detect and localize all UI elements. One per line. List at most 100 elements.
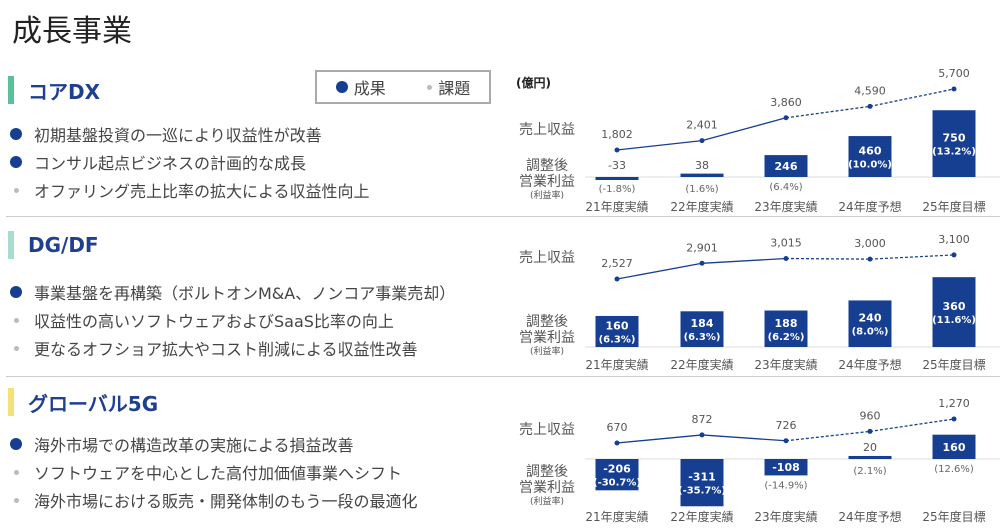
revenue-point xyxy=(614,440,620,446)
op-label-line2: 営業利益 xyxy=(519,480,575,496)
op-label-line1: 調整後 xyxy=(526,464,568,480)
revenue-point xyxy=(867,256,873,262)
op-income-label: -33 xyxy=(608,159,626,172)
revenue-label: 3,860 xyxy=(770,96,802,109)
revenue-row-label: 売上収益 xyxy=(519,122,575,138)
op-label-line1: 調整後 xyxy=(526,158,568,174)
op-income-label: 240 xyxy=(859,312,882,325)
category-label: 22年度実績 xyxy=(670,509,733,524)
bullet-item: 海外市場における販売・開発体制のもう一段の最適化 xyxy=(10,488,418,512)
margin-label: (1.6%) xyxy=(685,184,718,195)
accent-bar xyxy=(8,388,14,416)
margin-label: (6.4%) xyxy=(769,182,802,193)
op-income-label: -108 xyxy=(772,461,800,474)
op-income-bar xyxy=(932,277,976,347)
revenue-point xyxy=(699,432,705,438)
revenue-row-label: 売上収益 xyxy=(519,422,575,438)
legend-result-label: 成果 xyxy=(353,79,386,98)
revenue-point xyxy=(951,416,957,422)
bullet-item: 収益性の高いソフトウェアおよびSaaS比率の向上 xyxy=(10,308,394,332)
op-label-line3: (利益率) xyxy=(529,191,565,201)
op-income-bar xyxy=(848,300,892,347)
bullet-text: 海外市場における販売・開発体制のもう一段の最適化 xyxy=(34,492,418,511)
bullet-large-icon xyxy=(10,156,22,168)
op-label-line3: (利益率) xyxy=(529,347,565,357)
category-label: 25年度目標 xyxy=(922,357,985,372)
category-label: 22年度実績 xyxy=(670,199,733,214)
bullet-text: 海外市場での構造改革の実施による損益改善 xyxy=(34,436,354,455)
section-title: コアDX xyxy=(28,79,101,104)
revenue-point xyxy=(867,428,873,434)
bullet-item: オファリング売上比率の拡大による収益性向上 xyxy=(10,178,370,202)
revenue-label: 2,901 xyxy=(686,241,718,254)
bullet-large-icon xyxy=(335,81,348,93)
category-label: 23年度実績 xyxy=(754,199,817,214)
op-label-line2: 営業利益 xyxy=(519,330,575,346)
op-income-bar xyxy=(595,459,639,491)
op-income-row-label: 調整後 営業利益 (利益率) xyxy=(518,314,576,358)
op-income-label: 460 xyxy=(859,145,882,158)
legend-result: 成果 xyxy=(335,75,386,99)
revenue-point xyxy=(614,147,620,153)
revenue-line-segment xyxy=(616,139,703,151)
revenue-line-segment xyxy=(616,434,703,444)
category-label: 23年度実績 xyxy=(754,357,817,372)
revenue-line-segment xyxy=(785,257,871,260)
op-income-label: 188 xyxy=(775,317,798,330)
bullet-text: 初期基盤投資の一巡により収益性が改善 xyxy=(34,126,322,145)
bullet-item: ソフトウェアを中心とした高付加価値事業へシフト xyxy=(10,460,402,484)
legend-issue: 課題 xyxy=(423,75,470,99)
revenue-point xyxy=(951,252,957,258)
category-label: 21年度実績 xyxy=(585,357,648,372)
op-income-label: 160 xyxy=(943,441,966,454)
bullet-large-icon xyxy=(10,128,22,140)
revenue-label: 2,401 xyxy=(686,119,718,132)
bullet-small-icon xyxy=(14,469,19,475)
legend-issue-label: 課題 xyxy=(438,79,471,98)
op-label-line2: 営業利益 xyxy=(519,174,575,190)
op-income-label: 20 xyxy=(863,441,877,454)
bullet-small-icon xyxy=(14,317,19,323)
bullet-item: 事業基盤を再構築（ボルトオンM&A、ノンコア事業売却） xyxy=(10,280,455,304)
revenue-label: 5,700 xyxy=(938,67,970,80)
margin-label: (10.0%) xyxy=(848,160,892,171)
revenue-label: 1,270 xyxy=(938,397,970,410)
margin-label: (13.2%) xyxy=(932,147,976,158)
revenue-point xyxy=(783,438,789,444)
op-income-bar xyxy=(932,110,976,177)
revenue-line-segment xyxy=(701,257,787,264)
legend: 成果 課題 xyxy=(315,70,491,104)
margin-label: (6.3%) xyxy=(599,334,636,345)
op-income-label: 750 xyxy=(943,132,966,145)
revenue-label: 1,802 xyxy=(601,128,633,141)
bullet-small-icon xyxy=(14,497,19,503)
revenue-line-segment xyxy=(616,262,703,280)
revenue-label: 4,590 xyxy=(854,84,886,97)
accent-bar xyxy=(8,76,14,104)
section-heading: コアDX xyxy=(8,76,100,104)
margin-label: (2.1%) xyxy=(853,466,886,477)
op-income-label: 360 xyxy=(943,300,966,313)
bullet-text: オファリング売上比率の拡大による収益性向上 xyxy=(34,182,370,201)
category-label: 21年度実績 xyxy=(585,509,648,524)
margin-label: (-1.8%) xyxy=(599,184,636,195)
divider xyxy=(6,216,1000,217)
bullet-text: 更なるオフショア拡大やコスト削減による収益性改善 xyxy=(34,340,418,359)
op-income-label: -311 xyxy=(688,471,716,484)
bullet-item: 初期基盤投資の一巡により収益性が改善 xyxy=(10,122,322,146)
section-title: DG/DF xyxy=(28,233,99,257)
section-title: グローバル5G xyxy=(28,391,159,416)
op-income-bar xyxy=(680,459,724,507)
bullet-item: 更なるオフショア拡大やコスト削減による収益性改善 xyxy=(10,336,418,360)
revenue-label: 960 xyxy=(860,409,881,422)
op-income-bar xyxy=(764,459,808,476)
op-income-bar xyxy=(595,177,639,180)
revenue-point xyxy=(783,256,789,262)
revenue-line-segment xyxy=(869,254,955,260)
revenue-point xyxy=(951,86,957,92)
revenue-line-segment xyxy=(869,88,955,108)
revenue-line-segment xyxy=(785,430,871,442)
op-label-line3: (利益率) xyxy=(529,497,565,507)
margin-label: (6.3%) xyxy=(684,332,721,343)
